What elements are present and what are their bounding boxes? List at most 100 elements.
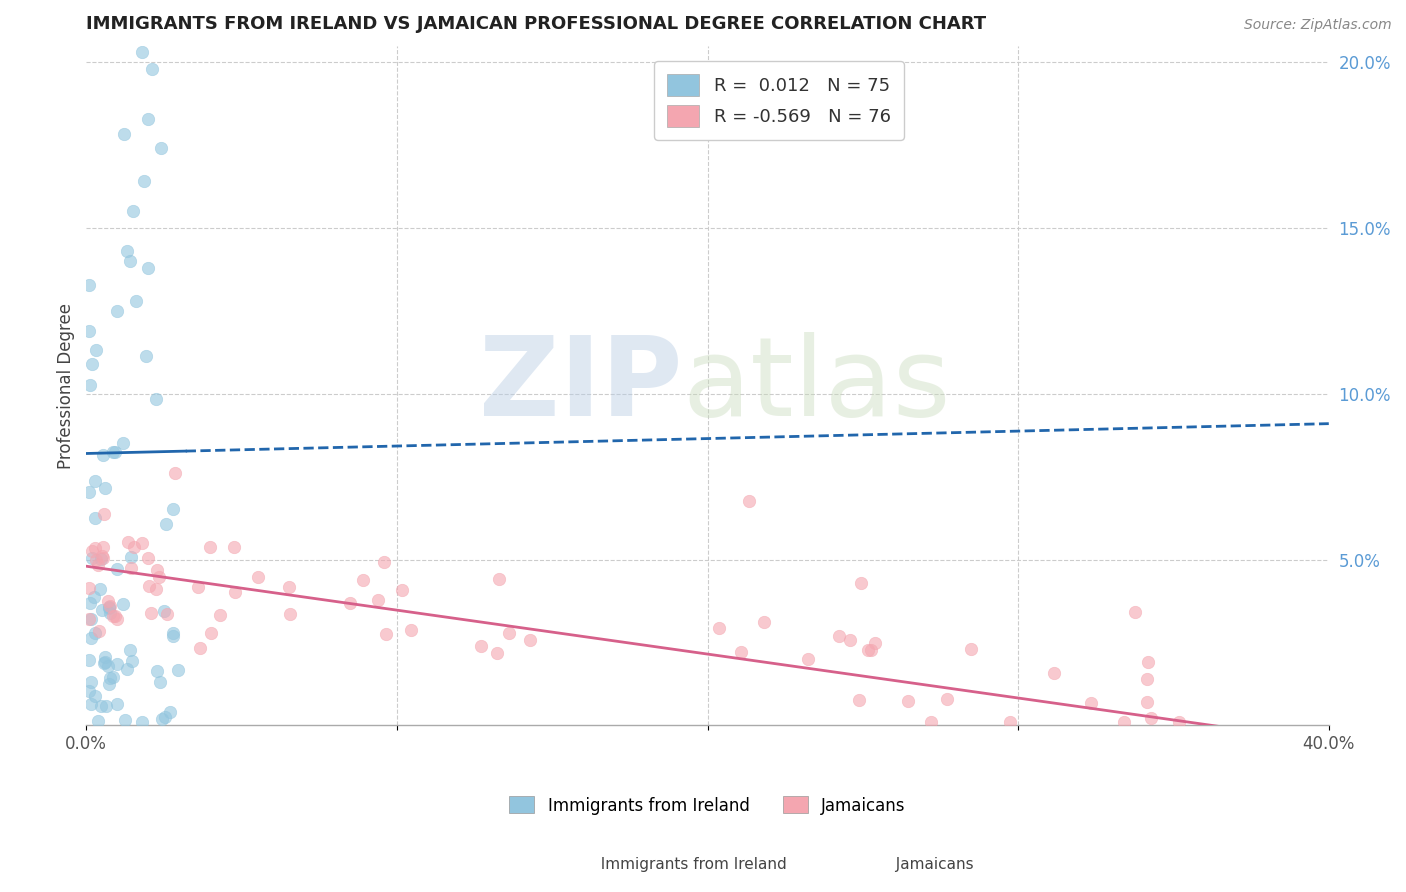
Point	[101, 608, 124, 623]
Point	[105, 612, 128, 626]
Point	[84, 690, 107, 704]
Point	[162, 501, 184, 516]
Point	[79, 324, 101, 338]
Point	[112, 127, 135, 141]
Point	[156, 607, 179, 621]
Point	[897, 694, 920, 708]
Point	[79, 484, 101, 499]
Point	[91, 540, 114, 554]
Point	[97, 677, 120, 691]
Point	[122, 540, 145, 554]
Point	[153, 709, 176, 723]
Point	[80, 675, 103, 690]
Point	[131, 714, 153, 729]
Point	[138, 579, 160, 593]
Point	[187, 580, 209, 594]
Point	[117, 662, 139, 676]
Point	[138, 260, 160, 275]
Point	[278, 580, 301, 594]
Point	[278, 607, 301, 622]
Point	[485, 646, 508, 660]
Point	[90, 699, 112, 714]
Point	[103, 445, 125, 459]
Point	[1000, 714, 1022, 729]
Point	[1042, 665, 1064, 680]
Point	[112, 436, 135, 450]
Point	[200, 626, 222, 640]
Point	[222, 540, 245, 554]
Point	[98, 671, 121, 685]
Point	[399, 623, 422, 637]
Text: IMMIGRANTS FROM IRELAND VS JAMAICAN PROFESSIONAL DEGREE CORRELATION CHART: IMMIGRANTS FROM IRELAND VS JAMAICAN PROF…	[86, 15, 987, 33]
Point	[162, 629, 184, 643]
Point	[165, 466, 187, 480]
Point	[93, 507, 115, 521]
Point	[167, 663, 190, 677]
Point	[1080, 696, 1102, 710]
Point	[84, 343, 107, 357]
Text: Jamaicans: Jamaicans	[886, 857, 973, 872]
Point	[375, 627, 398, 641]
Point	[162, 626, 184, 640]
Point	[188, 641, 211, 656]
Point	[148, 569, 170, 583]
Legend: Immigrants from Ireland, Jamaicans: Immigrants from Ireland, Jamaicans	[501, 788, 914, 823]
Point	[208, 608, 231, 623]
Point	[84, 511, 107, 525]
Point	[122, 204, 145, 219]
Point	[138, 551, 160, 566]
Point	[79, 278, 101, 293]
Point	[104, 444, 127, 458]
Point	[851, 576, 873, 591]
Point	[87, 558, 110, 572]
Point	[86, 714, 108, 728]
Point	[97, 659, 120, 673]
Point	[859, 642, 882, 657]
Point	[97, 599, 120, 614]
Point	[83, 626, 105, 640]
Point	[920, 714, 942, 729]
Point	[80, 698, 103, 712]
Point	[84, 553, 107, 567]
Point	[153, 604, 176, 618]
Text: Immigrants from Ireland: Immigrants from Ireland	[591, 857, 786, 872]
Point	[120, 561, 142, 575]
Point	[135, 349, 157, 363]
Point	[101, 670, 124, 684]
Point	[105, 562, 128, 576]
Point	[98, 606, 121, 620]
Point	[91, 602, 114, 616]
Point	[936, 692, 959, 706]
Point	[121, 654, 143, 668]
Point	[352, 573, 374, 587]
Point	[131, 45, 153, 60]
Point	[145, 582, 167, 596]
Point	[145, 563, 167, 577]
Point	[1136, 673, 1159, 687]
Point	[391, 582, 413, 597]
Point	[470, 640, 492, 654]
Point	[200, 541, 222, 555]
Point	[91, 551, 114, 566]
Y-axis label: Professional Degree: Professional Degree	[58, 302, 75, 468]
Point	[79, 378, 101, 392]
Point	[1139, 711, 1161, 725]
Point	[105, 657, 128, 671]
Point	[863, 636, 886, 650]
Point	[141, 62, 163, 76]
Point	[159, 705, 181, 719]
Point	[125, 293, 148, 308]
Point	[93, 655, 115, 669]
Point	[89, 582, 111, 596]
Point	[118, 254, 141, 268]
Point	[80, 550, 103, 565]
Point	[97, 594, 120, 608]
Point	[114, 713, 136, 727]
Point	[80, 612, 103, 626]
Point	[797, 652, 820, 666]
Point	[79, 613, 101, 627]
Point	[93, 656, 115, 670]
Point	[115, 244, 138, 258]
Text: ZIP: ZIP	[479, 332, 683, 439]
Point	[98, 599, 121, 614]
